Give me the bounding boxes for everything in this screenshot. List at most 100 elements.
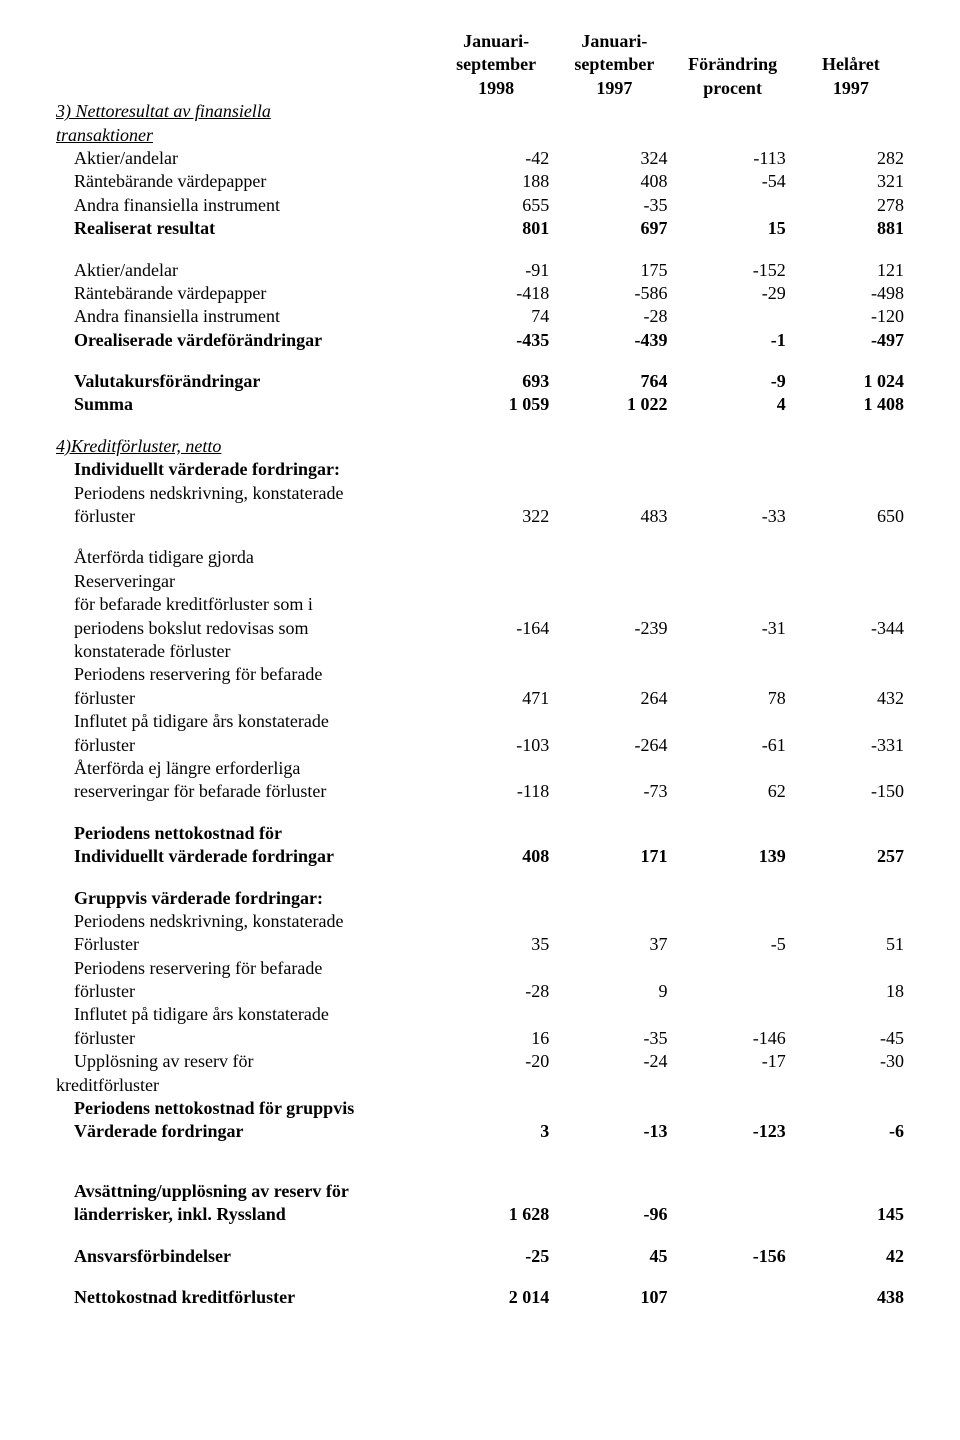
table-row: Räntebärande värdepapper 188 408 -54 321 <box>50 170 910 193</box>
table-row: Influtet på tidigare års konstaterade <box>50 1003 910 1026</box>
cell: 432 <box>792 687 910 710</box>
row-label: Värderade fordringar <box>50 1120 437 1143</box>
cell: 78 <box>674 687 792 710</box>
cell: -42 <box>437 147 555 170</box>
cell: 322 <box>437 505 555 528</box>
row-label: Periodens reservering för befarade <box>50 957 437 980</box>
row-label: Andra finansiella instrument <box>50 194 437 217</box>
hdr-1c: 1998 <box>437 77 555 100</box>
cell: -25 <box>437 1245 555 1268</box>
cell: -239 <box>555 617 673 640</box>
table-row: Avsättning/upplösning av reserv för <box>50 1180 910 1203</box>
row-label: Periodens reservering för befarade <box>50 663 437 686</box>
cell: -439 <box>555 329 673 352</box>
table-row: Värderade fordringar 3 -13 -123 -6 <box>50 1120 910 1143</box>
row-label: Förluster <box>50 933 437 956</box>
row-label: Influtet på tidigare års konstaterade <box>50 710 437 733</box>
cell: 1 408 <box>792 393 910 416</box>
cell: 650 <box>792 505 910 528</box>
cell: 15 <box>674 217 792 240</box>
table-row: förluster 322 483 -33 650 <box>50 505 910 528</box>
table-row: Orealiserade värdeförändringar -435 -439… <box>50 329 910 352</box>
cell: -435 <box>437 329 555 352</box>
table-row: för befarade kreditförluster som i <box>50 593 910 616</box>
table-row: konstaterade förluster <box>50 640 910 663</box>
cell: 1 024 <box>792 370 910 393</box>
cell: 264 <box>555 687 673 710</box>
table-row: förluster -28 9 18 <box>50 980 910 1003</box>
cell: 4 <box>674 393 792 416</box>
cell: 45 <box>555 1245 673 1268</box>
cell: -17 <box>674 1050 792 1073</box>
cell: -498 <box>792 282 910 305</box>
cell: 9 <box>555 980 673 1003</box>
cell: 408 <box>437 845 555 868</box>
cell: -28 <box>555 305 673 328</box>
cell: 145 <box>792 1203 910 1226</box>
cell: 42 <box>792 1245 910 1268</box>
cell: 324 <box>555 147 673 170</box>
header-row-2: september september Förändring Helåret <box>50 53 910 76</box>
section-2-title: 4)Kreditförluster, netto <box>50 435 910 458</box>
cell: 483 <box>555 505 673 528</box>
table-row: förluster 471 264 78 432 <box>50 687 910 710</box>
cell: 697 <box>555 217 673 240</box>
cell: 764 <box>555 370 673 393</box>
cell: 438 <box>792 1286 910 1309</box>
cell: 35 <box>437 933 555 956</box>
header-row-3: 1998 1997 procent 1997 <box>50 77 910 100</box>
table-row: förluster 16 -35 -146 -45 <box>50 1027 910 1050</box>
cell: -54 <box>674 170 792 193</box>
hdr-2a: Januari- <box>555 30 673 53</box>
cell: 171 <box>555 845 673 868</box>
cell: 16 <box>437 1027 555 1050</box>
row-label: Periodens nettokostnad för <box>50 822 437 845</box>
cell: -120 <box>792 305 910 328</box>
row-label: Individuellt värderade fordringar <box>50 845 437 868</box>
table-row: Individuellt värderade fordringar 408 17… <box>50 845 910 868</box>
cell: 37 <box>555 933 673 956</box>
cell: 282 <box>792 147 910 170</box>
table-row: Upplösning av reserv för -20 -24 -17 -30 <box>50 1050 910 1073</box>
group-heading: Individuellt värderade fordringar: <box>50 458 910 481</box>
table-row: Andra finansiella instrument 74 -28 -120 <box>50 305 910 328</box>
cell <box>674 194 792 217</box>
table-row: Realiserat resultat 801 697 15 881 <box>50 217 910 240</box>
cell: -31 <box>674 617 792 640</box>
cell: 18 <box>792 980 910 1003</box>
header-row-1: Januari- Januari- <box>50 30 910 53</box>
row-label: Summa <box>50 393 437 416</box>
table-row: Ansvarsförbindelser -25 45 -156 42 <box>50 1245 910 1268</box>
row-label: förluster <box>50 687 437 710</box>
cell: 881 <box>792 217 910 240</box>
cell: -35 <box>555 1027 673 1050</box>
s1-title-2: transaktioner <box>50 124 437 147</box>
cell: -73 <box>555 780 673 803</box>
cell: -497 <box>792 329 910 352</box>
table-row: Periodens reservering för befarade <box>50 663 910 686</box>
cell: -264 <box>555 734 673 757</box>
table-row: Periodens nedskrivning, konstaterade <box>50 482 910 505</box>
cell: -118 <box>437 780 555 803</box>
hdr-2c: 1997 <box>555 77 673 100</box>
row-label: Periodens nedskrivning, konstaterade <box>50 482 437 505</box>
cell: 321 <box>792 170 910 193</box>
row-label: Realiserat resultat <box>50 217 437 240</box>
table-row: länderrisker, inkl. Ryssland 1 628 -96 1… <box>50 1203 910 1226</box>
table-row: Förluster 35 37 -5 51 <box>50 933 910 956</box>
cell <box>674 1286 792 1309</box>
cell: -6 <box>792 1120 910 1143</box>
cell: -28 <box>437 980 555 1003</box>
cell: -91 <box>437 259 555 282</box>
cell: 1 059 <box>437 393 555 416</box>
row-label: konstaterade förluster <box>50 640 437 663</box>
table-row: Valutakursförändringar 693 764 -9 1 024 <box>50 370 910 393</box>
cell: 1 628 <box>437 1203 555 1226</box>
cell: 3 <box>437 1120 555 1143</box>
table-row: periodens bokslut redovisas som -164 -23… <box>50 617 910 640</box>
cell: -418 <box>437 282 555 305</box>
group-heading: Gruppvis värderade fordringar: <box>50 887 910 910</box>
cell: -103 <box>437 734 555 757</box>
table-row: Periodens nettokostnad för gruppvis <box>50 1097 910 1120</box>
table-row: reserveringar för befarade förluster -11… <box>50 780 910 803</box>
